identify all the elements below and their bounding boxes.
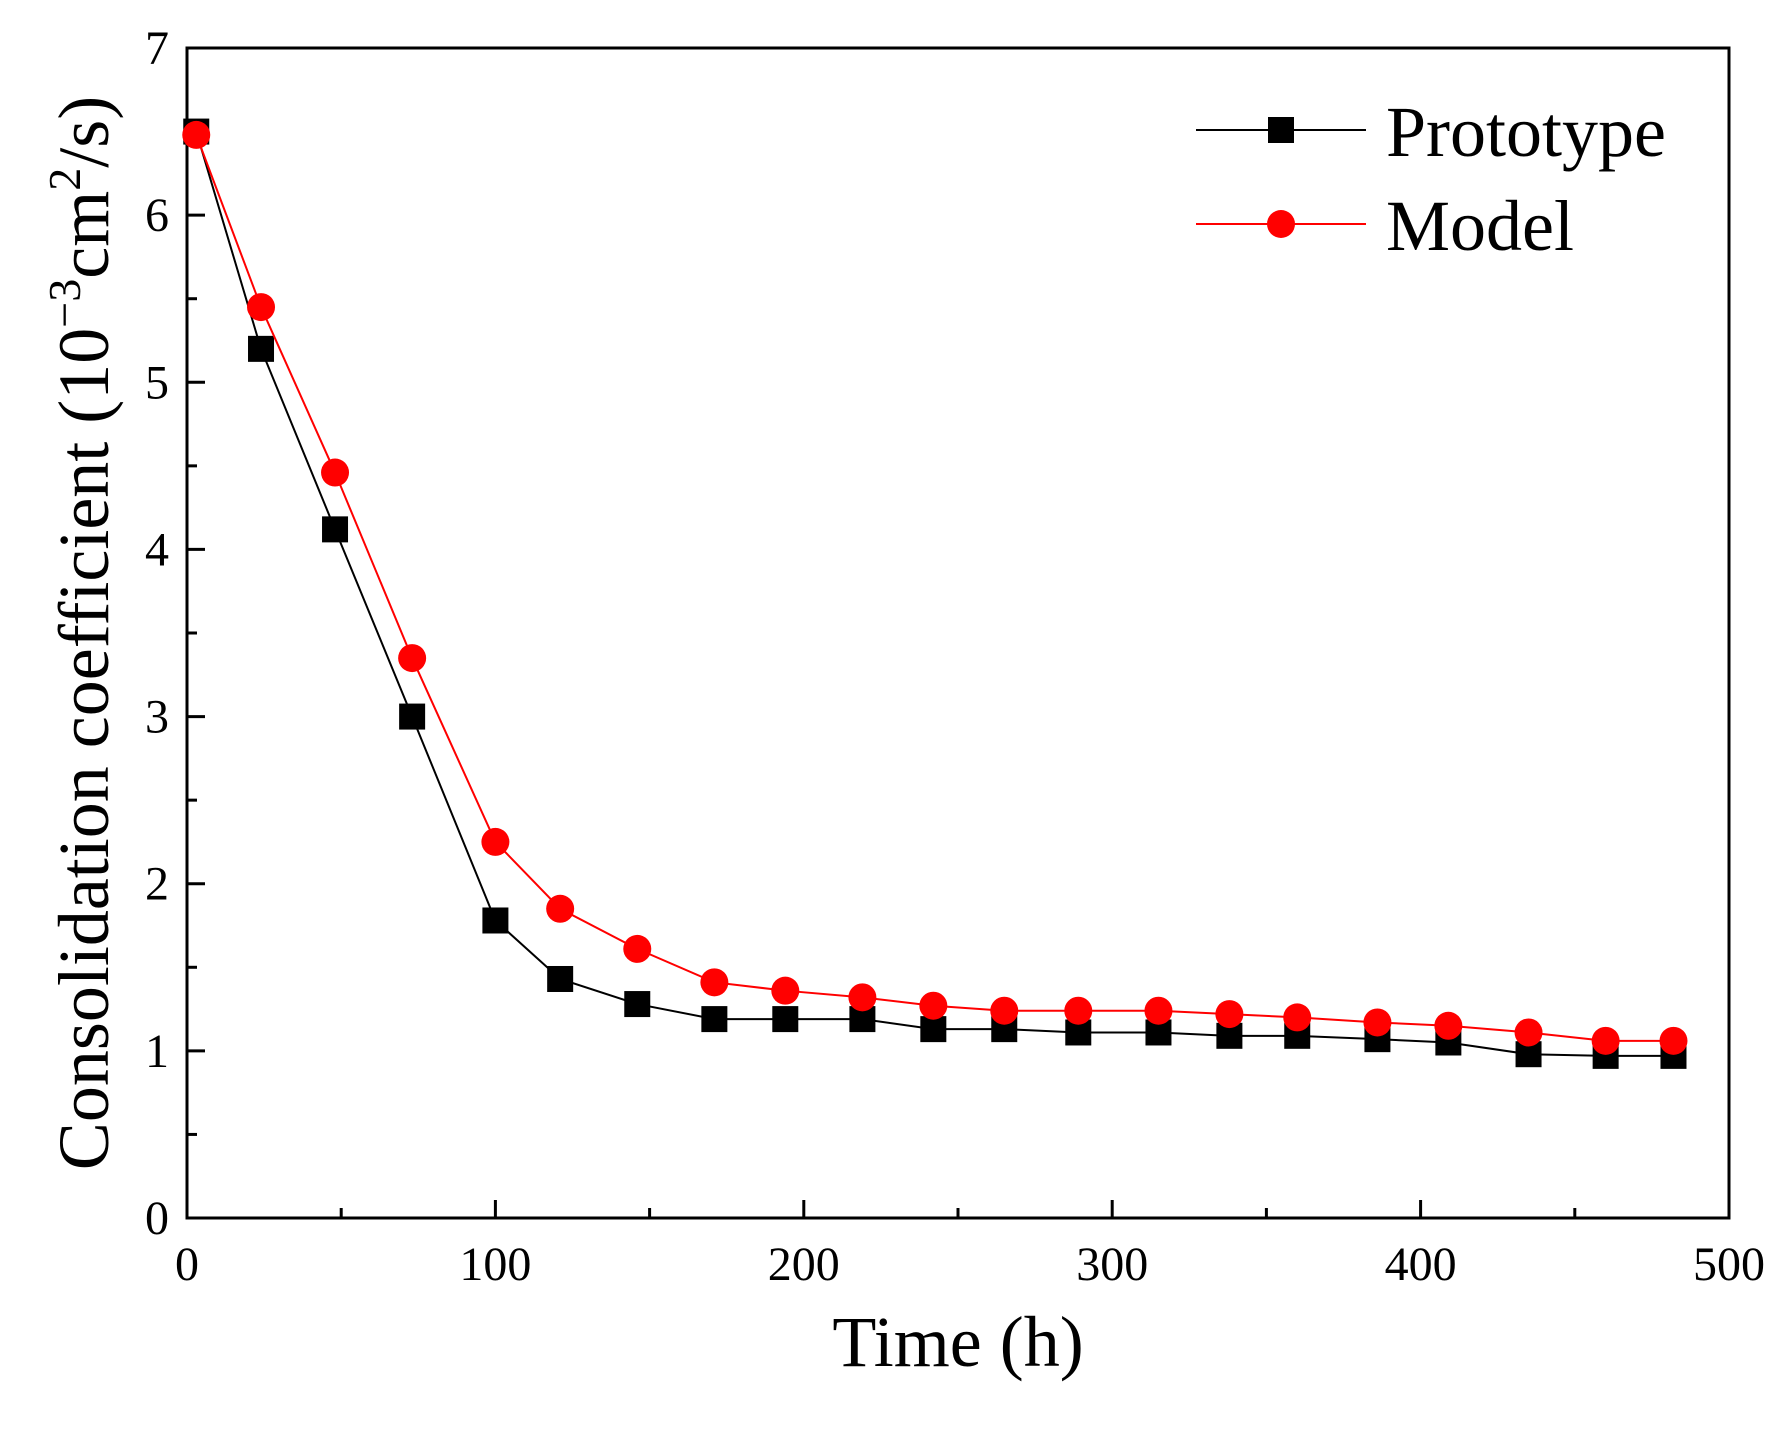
data-point-model: [700, 968, 729, 997]
data-point-prototype: [772, 1006, 799, 1033]
legend-marker-model: [1267, 210, 1295, 238]
data-point-model: [546, 894, 575, 923]
data-point-model: [182, 120, 211, 149]
y-axis-title-mid: cm: [44, 191, 124, 279]
data-point-model: [1659, 1026, 1688, 1055]
series-model: [182, 120, 1688, 1055]
y-tick-label: 3: [145, 691, 169, 744]
data-point-prototype: [920, 1016, 947, 1043]
y-axis-title-prefix: Consolidation coefficient (10: [44, 328, 124, 1170]
data-point-model: [398, 644, 427, 673]
legend-marker-prototype: [1268, 117, 1294, 143]
axis-tick-labels: 0 100 200 300 400 500 0 1 2 3 4 5 6 7: [145, 22, 1765, 1291]
y-tick-label: 2: [145, 858, 169, 911]
data-point-prototype: [624, 991, 651, 1018]
legend-label-model: Model: [1386, 186, 1574, 266]
x-tick-label: 500: [1693, 1238, 1765, 1291]
data-point-model: [1215, 1000, 1244, 1029]
legend-label-prototype: Prototype: [1386, 92, 1666, 172]
legend-item-model: Model: [1196, 186, 1574, 266]
legend-item-prototype: Prototype: [1196, 92, 1666, 172]
data-point-model: [990, 996, 1019, 1025]
data-point-prototype: [399, 703, 426, 730]
x-tick-label: 0: [175, 1238, 199, 1291]
data-point-model: [1283, 1003, 1312, 1032]
y-axis-title-exp1: −3: [39, 279, 90, 328]
data-point-model: [1514, 1018, 1543, 1047]
series-layer: [182, 118, 1688, 1069]
series-line-prototype: [195, 131, 1674, 1057]
y-axis-title: Consolidation coefficient (10−3cm2/s): [39, 96, 124, 1170]
x-axis-title: Time (h): [832, 1302, 1083, 1382]
data-point-model: [848, 983, 877, 1012]
y-tick-label: 1: [145, 1025, 169, 1078]
x-tick-label: 200: [768, 1238, 840, 1291]
data-point-model: [623, 934, 652, 963]
x-tick-label: 100: [459, 1238, 531, 1291]
axis-ticks: [185, 46, 1731, 1220]
x-tick-label: 400: [1385, 1238, 1457, 1291]
data-point-model: [1363, 1008, 1392, 1037]
data-point-model: [1144, 996, 1173, 1025]
data-point-prototype: [547, 965, 574, 992]
y-tick-label: 4: [145, 523, 169, 576]
y-axis-title-exp2: 2: [39, 168, 90, 191]
data-point-model: [247, 293, 276, 322]
data-point-prototype: [322, 516, 349, 543]
data-point-model: [1434, 1011, 1463, 1040]
data-point-prototype: [701, 1006, 728, 1033]
y-tick-label: 7: [145, 22, 169, 75]
data-point-model: [1591, 1026, 1620, 1055]
y-tick-label: 0: [145, 1192, 169, 1245]
data-point-prototype: [248, 335, 275, 362]
series-line-model: [195, 134, 1674, 1042]
legend: Prototype Model: [1196, 92, 1666, 266]
y-tick-label: 6: [145, 189, 169, 242]
data-point-model: [481, 827, 510, 856]
data-point-model: [919, 991, 948, 1020]
x-tick-label: 300: [1076, 1238, 1148, 1291]
data-point-model: [771, 976, 800, 1005]
data-point-model: [321, 458, 350, 487]
y-axis-title-suffix: /s): [44, 96, 124, 168]
data-point-prototype: [482, 907, 509, 934]
y-tick-label: 5: [145, 356, 169, 409]
data-point-model: [1064, 996, 1093, 1025]
